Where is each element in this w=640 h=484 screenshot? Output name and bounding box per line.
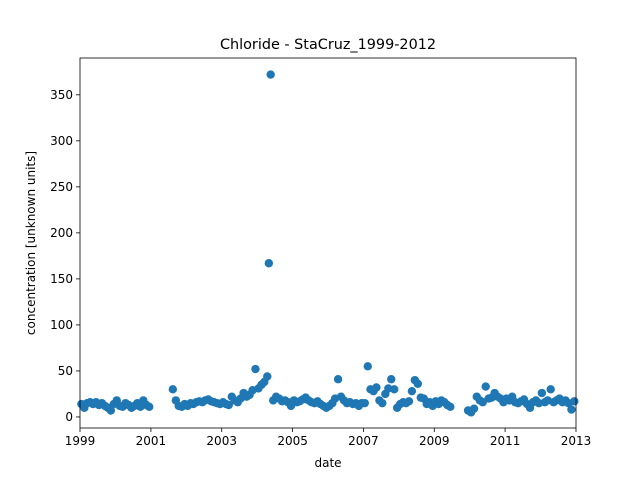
- data-point: [251, 364, 260, 374]
- data-point: [570, 397, 579, 406]
- x-axis-label: date: [314, 456, 341, 470]
- data-point: [363, 362, 372, 371]
- data-point: [106, 406, 116, 415]
- data-point: [333, 375, 343, 384]
- x-axis-ticks: 1999 2001 2003 2005 2007 2009 2011 2013: [65, 428, 592, 448]
- x-tick-label: 2009: [419, 434, 450, 448]
- data-point: [387, 375, 396, 384]
- data-point: [481, 382, 490, 391]
- x-tick-label: 2005: [277, 434, 308, 448]
- data-point: [404, 397, 414, 406]
- data-point: [537, 388, 547, 398]
- x-tick-label: 1999: [65, 434, 96, 448]
- plot-frame: [79, 57, 577, 429]
- data-point: [413, 379, 423, 389]
- data-point: [360, 398, 369, 408]
- y-tick-label: 350: [50, 88, 73, 102]
- y-tick-label: 150: [50, 272, 73, 286]
- data-point: [407, 386, 417, 396]
- y-tick-label: 300: [50, 134, 73, 148]
- x-tick-label: 2013: [561, 434, 592, 448]
- y-axis-label: concentration [unknown units]: [24, 151, 38, 335]
- y-tick-label: 100: [50, 318, 73, 332]
- x-tick-label: 2011: [490, 434, 521, 448]
- y-axis-ticks: 0 50 100 150 200 250 300 350: [50, 88, 80, 424]
- data-points: [77, 70, 579, 417]
- data-point: [168, 385, 178, 394]
- data-point: [469, 404, 479, 413]
- y-tick-label: 250: [50, 180, 73, 194]
- data-point: [263, 372, 272, 381]
- data-point: [264, 259, 274, 268]
- data-point: [224, 400, 233, 410]
- chart-title: Chloride - StaCruz_1999-2012: [220, 37, 436, 53]
- data-point: [372, 383, 381, 392]
- data-point: [546, 385, 555, 394]
- data-point: [567, 405, 576, 414]
- data-point: [145, 402, 154, 412]
- data-point: [390, 385, 399, 394]
- y-tick-label: 50: [58, 364, 73, 378]
- y-tick-label: 200: [50, 226, 73, 240]
- data-point: [378, 398, 387, 408]
- x-tick-label: 2007: [348, 434, 379, 448]
- x-tick-label: 2003: [206, 434, 237, 448]
- y-tick-label: 0: [65, 410, 73, 424]
- data-point: [446, 402, 455, 412]
- x-tick-label: 2001: [136, 434, 167, 448]
- data-point: [266, 70, 275, 79]
